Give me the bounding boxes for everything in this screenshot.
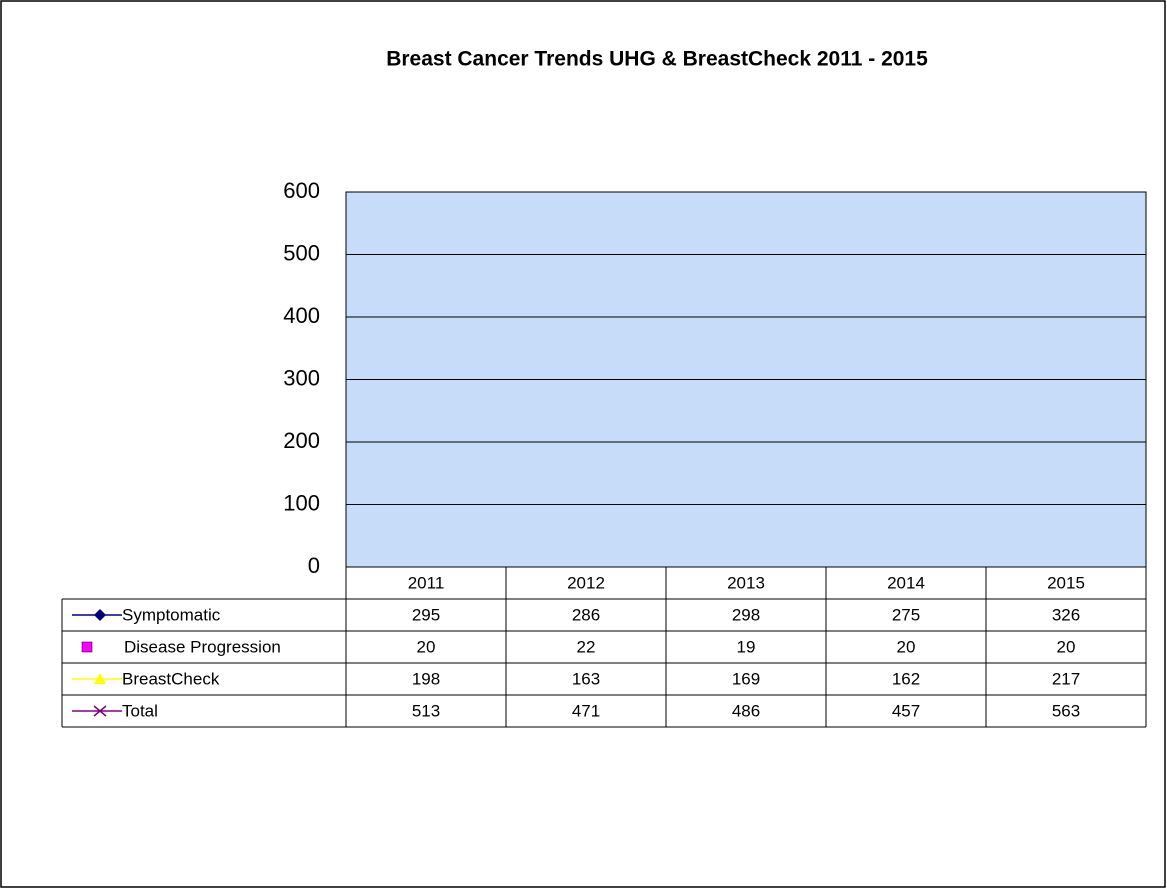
y-tick-label: 100 xyxy=(283,490,320,515)
legend-label: Symptomatic xyxy=(122,605,221,624)
table-value: 22 xyxy=(577,637,596,656)
legend-label: Total xyxy=(122,701,158,720)
legend-label: Disease Progression xyxy=(124,637,281,656)
table-value: 513 xyxy=(412,701,440,720)
x-tick-label: 2011 xyxy=(408,573,445,592)
table-value: 169 xyxy=(732,669,760,688)
legend-label: BreastCheck xyxy=(122,669,220,688)
table-value: 20 xyxy=(1057,637,1076,656)
table-value: 19 xyxy=(737,637,756,656)
x-tick-label: 2015 xyxy=(1047,573,1085,592)
table-value: 162 xyxy=(892,669,920,688)
x-tick-label: 2012 xyxy=(567,573,605,592)
y-tick-label: 600 xyxy=(283,178,320,203)
table-value: 298 xyxy=(732,605,760,624)
y-tick-label: 200 xyxy=(283,428,320,453)
y-tick-label: 400 xyxy=(283,303,320,328)
legend-marker xyxy=(81,641,93,653)
chart-title: Breast Cancer Trends UHG & BreastCheck 2… xyxy=(386,48,928,71)
table-value: 198 xyxy=(412,669,440,688)
legend-marker xyxy=(93,705,107,717)
legend-marker xyxy=(94,609,106,621)
y-tick-label: 500 xyxy=(283,240,320,265)
x-tick-label: 2014 xyxy=(887,573,925,592)
x-tick-label: 2013 xyxy=(727,573,765,592)
table-value: 217 xyxy=(1052,669,1080,688)
y-tick-label: 0 xyxy=(308,553,320,578)
legend-marker xyxy=(94,673,106,684)
table-value: 563 xyxy=(1052,701,1080,720)
y-tick-label: 300 xyxy=(283,365,320,390)
table-value: 457 xyxy=(892,701,920,720)
table-value: 471 xyxy=(572,701,600,720)
table-value: 295 xyxy=(412,605,440,624)
table-value: 163 xyxy=(572,669,600,688)
table-value: 20 xyxy=(897,637,916,656)
table-value: 486 xyxy=(732,701,760,720)
table-value: 20 xyxy=(417,637,436,656)
table-value: 275 xyxy=(892,605,920,624)
table-value: 286 xyxy=(572,605,600,624)
table-value: 326 xyxy=(1052,605,1080,624)
